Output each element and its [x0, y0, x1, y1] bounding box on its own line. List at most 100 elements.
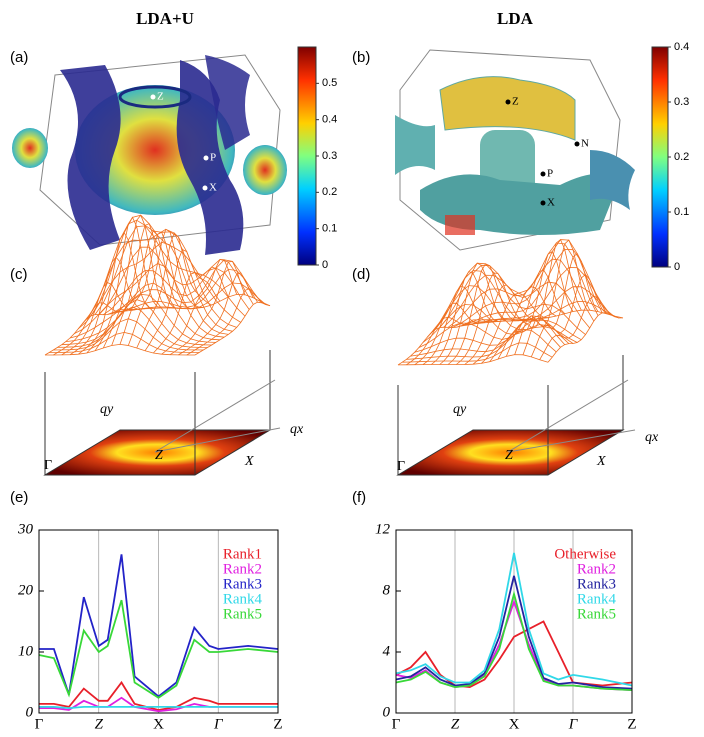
series-line: [395, 620, 633, 689]
panel-label: (e): [10, 489, 28, 506]
series-line: [39, 554, 279, 698]
legend-entry: Rank5: [223, 606, 262, 622]
series-line: [39, 706, 278, 710]
fermi-surface-b: [395, 49, 635, 251]
colorbar-tick-label: 0.2: [674, 151, 689, 163]
axis-label: qx: [645, 430, 659, 445]
surface-mesh: [78, 241, 229, 335]
marker-dot: [574, 141, 580, 147]
surface-mesh: [406, 329, 557, 360]
x-tick-label: Z: [273, 716, 282, 732]
column-header: LDA+U: [136, 9, 194, 28]
point-label: Z: [155, 448, 163, 463]
marker-label: Z: [157, 91, 164, 103]
x-tick-label: Z: [95, 716, 104, 732]
surface-mesh: [402, 342, 553, 363]
colorbar-tick-label: 0: [322, 259, 328, 271]
point-label: Γ: [397, 459, 405, 474]
x-tick-label: X: [509, 716, 520, 732]
y-tick-label: 8: [383, 582, 391, 598]
surface-mesh: [414, 302, 490, 366]
x-tick-label: X: [153, 716, 164, 732]
marker-label: X: [547, 197, 555, 209]
x-tick-label: Z: [451, 716, 460, 732]
colorbar-b: [651, 46, 669, 268]
surface-mesh: [443, 258, 595, 328]
surface-mesh: [452, 239, 603, 328]
marker-dot: [540, 200, 546, 206]
colorbar-tick-label: 0: [674, 261, 680, 273]
marker-label: P: [547, 168, 553, 180]
surface-mesh: [107, 259, 258, 315]
surface-mesh: [119, 293, 271, 311]
x-tick-label: Γ: [213, 716, 224, 732]
legend-entry: Rank5: [577, 606, 616, 622]
series-line: [38, 599, 279, 699]
marker-label: N: [581, 138, 589, 150]
legend-entry: Otherwise: [554, 546, 616, 562]
legend-entry: Rank4: [577, 591, 617, 607]
marker-label: P: [210, 152, 216, 164]
surface-box-d: [396, 355, 636, 476]
colorbar-tick-label: 0.4: [322, 114, 337, 126]
point-label: X: [596, 454, 606, 469]
marker-dot: [150, 94, 156, 100]
legend-entry: Rank3: [223, 576, 262, 592]
y-tick-label: 12: [375, 521, 391, 537]
y-tick-label: 10: [18, 643, 34, 659]
colorbar-tick-label: 0.3: [674, 96, 689, 108]
legend-entry: Rank2: [577, 561, 616, 577]
x-tick-label: Γ: [568, 716, 579, 732]
y-tick-label: 0: [26, 704, 34, 720]
legend-entry: Rank2: [223, 561, 262, 577]
colorbar-tick-label: 0.5: [322, 77, 337, 89]
colorbar-tick-label: 0.1: [674, 206, 689, 218]
panel-label: (c): [10, 266, 28, 283]
plot-frame: [395, 529, 633, 714]
surface-mesh: [530, 273, 607, 358]
x-tick-label: Γ: [35, 716, 44, 732]
panel-label: (f): [352, 489, 366, 506]
y-tick-label: 20: [18, 582, 34, 598]
surface-mesh: [397, 319, 474, 366]
surface-mesh: [464, 286, 615, 325]
surface-mesh: [472, 309, 624, 321]
colorbar-tick-label: 0.2: [322, 186, 337, 198]
surface-mesh: [186, 288, 262, 356]
legend-entry: Rank3: [577, 576, 616, 592]
point-label: X: [244, 454, 254, 469]
y-tick-label: 0: [383, 704, 391, 720]
legend-entry: Rank1: [223, 546, 262, 562]
series-line: [39, 680, 278, 711]
surface-mesh: [468, 301, 619, 323]
y-tick-label: 4: [383, 643, 391, 659]
panel-label: (b): [352, 49, 370, 66]
marker-label: Z: [512, 96, 519, 108]
colorbar-tick-label: 0.3: [322, 150, 337, 162]
marker-dot: [202, 185, 208, 191]
surface-mesh: [547, 312, 624, 363]
surface-mesh: [178, 272, 254, 356]
y-tick-label: 30: [17, 521, 34, 537]
series-line: [395, 575, 633, 690]
legend-entry: Rank4: [223, 591, 263, 607]
fermi-surface-a: [12, 54, 287, 255]
surface-mesh: [422, 285, 499, 365]
series-line: [395, 590, 633, 691]
column-header: LDA: [497, 9, 534, 28]
colorbar-tick-label: 0.4: [674, 41, 689, 53]
point-label: Γ: [44, 458, 52, 473]
marker-label: X: [209, 182, 217, 194]
surface-box-c: [43, 350, 281, 476]
x-tick-label: Z: [627, 716, 636, 732]
marker-dot: [505, 99, 511, 105]
surface-mesh: [447, 263, 524, 365]
surface-mesh: [111, 268, 263, 314]
panel-label: (d): [352, 266, 370, 283]
axis-label: qy: [100, 402, 114, 417]
axis-label: qy: [453, 402, 467, 417]
x-tick-label: Γ: [392, 716, 401, 732]
surface-mesh: [539, 295, 615, 360]
point-label: Z: [505, 448, 513, 463]
